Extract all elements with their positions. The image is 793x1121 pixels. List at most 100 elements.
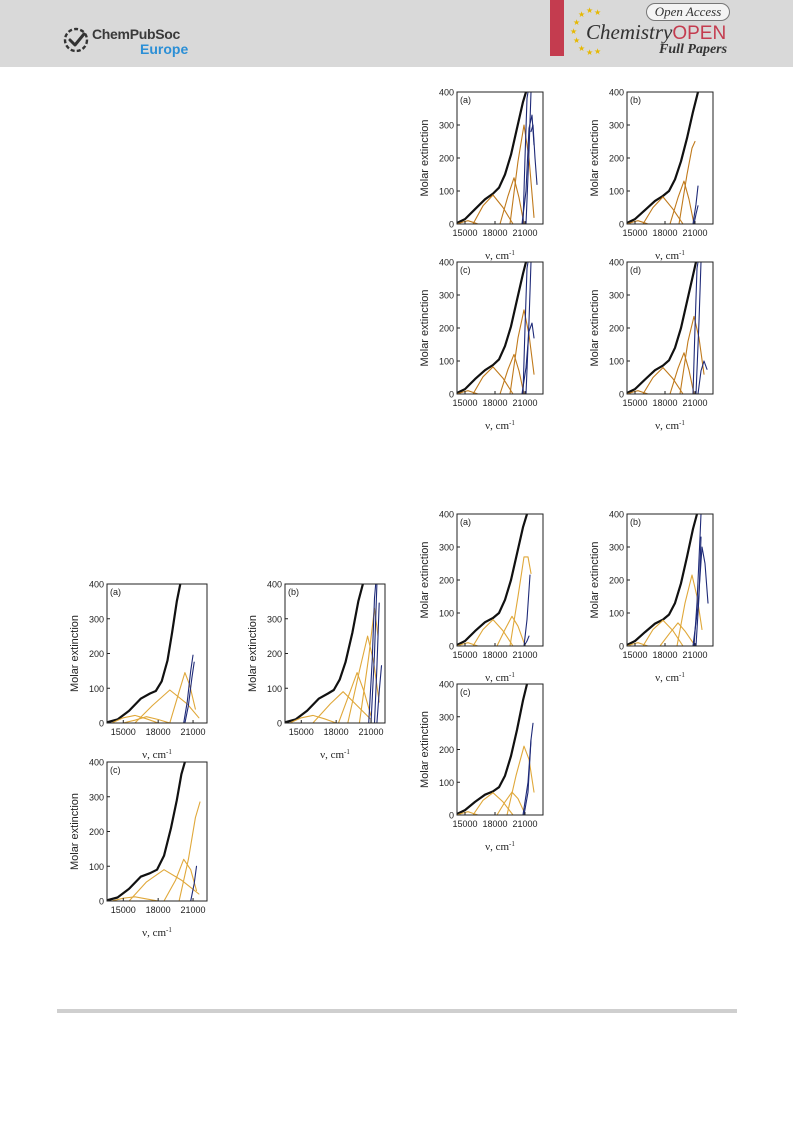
svg-text:★: ★ — [573, 18, 580, 27]
panel-label: (d) — [630, 265, 641, 275]
series-line-6 — [692, 262, 699, 394]
series-line-1 — [111, 714, 159, 723]
x-axis-label: ν, cm-1 — [655, 249, 685, 262]
panel-label: (c) — [110, 765, 121, 775]
series-line-1 — [627, 390, 649, 394]
series-group — [627, 514, 709, 646]
y-tick-label: 200 — [439, 745, 454, 755]
svg-text:★: ★ — [594, 47, 601, 56]
x-axis-label-exponent: -1 — [344, 748, 350, 756]
x-tick-label: 18000 — [652, 398, 677, 408]
panel-label: (b) — [630, 517, 641, 527]
series-line-1 — [457, 642, 479, 646]
y-tick-label: 400 — [609, 88, 624, 98]
y-axis-label: Molar extinction — [419, 711, 431, 788]
series-line-2 — [472, 792, 514, 815]
series-line-7 — [695, 536, 702, 646]
y-tick-label: 100 — [439, 357, 454, 367]
x-axis-label: ν, cm-1 — [655, 419, 685, 432]
y-tick-label: 200 — [439, 576, 454, 586]
x-axis-label: ν, cm-1 — [485, 249, 515, 262]
series-line-5 — [697, 360, 708, 394]
x-axis-label-exponent: -1 — [679, 249, 685, 257]
y-tick-label: 0 — [99, 719, 104, 729]
y-tick-label: 300 — [89, 792, 104, 802]
series-line-0 — [627, 92, 700, 224]
series-group — [107, 762, 201, 901]
y-tick-label: 300 — [439, 121, 454, 131]
series-line-1 — [289, 714, 337, 723]
y-tick-label: 100 — [89, 862, 104, 872]
y-tick-label: 100 — [609, 609, 624, 619]
y-tick-label: 200 — [89, 827, 104, 837]
publisher-region: Europe — [140, 41, 189, 57]
panel-label: (a) — [110, 587, 121, 597]
panel-label: (c) — [460, 687, 471, 697]
chart-panel-top-right-d: 0 100 200 300 400 15000 18000 21000 (d) Molar ext… — [589, 258, 714, 432]
y-tick-label: 100 — [89, 684, 104, 694]
x-tick-label: 18000 — [652, 228, 677, 238]
x-tick-label: 15000 — [452, 398, 477, 408]
journal-logo: ★ ★ ★ ★ ★ ★ ★ ★ ★ Open Access ChemistryO… — [550, 0, 730, 60]
x-tick-label: 21000 — [682, 650, 707, 660]
x-tick-label: 15000 — [111, 905, 136, 915]
y-tick-label: 400 — [89, 580, 104, 590]
chart-panel-top-right-c: 0 100 200 300 400 15000 18000 21000 (c) Molar ext… — [419, 258, 544, 432]
y-tick-label: 100 — [609, 187, 624, 197]
x-tick-label: 18000 — [324, 727, 349, 737]
series-line-7 — [525, 92, 532, 224]
x-axis-label: ν, cm-1 — [485, 671, 515, 684]
y-tick-label: 200 — [609, 576, 624, 586]
series-line-2 — [472, 619, 514, 646]
y-axis-label: Molar extinction — [69, 615, 81, 692]
star-ring-icon: ★ ★ ★ ★ ★ ★ ★ ★ ★ — [570, 6, 601, 57]
series-line-4 — [178, 801, 201, 901]
series-line-0 — [457, 514, 529, 646]
y-tick-label: 0 — [619, 390, 624, 400]
svg-text:★: ★ — [594, 8, 601, 17]
series-line-0 — [285, 584, 364, 723]
x-axis-label: ν, cm-1 — [320, 748, 350, 761]
journal-section: Full Papers — [659, 42, 728, 57]
series-line-5 — [522, 722, 534, 815]
svg-text:★: ★ — [573, 36, 580, 45]
panel-label: (b) — [630, 95, 641, 105]
series-line-3 — [163, 858, 198, 901]
page-header: ChemPubSoc Europe ★ ★ ★ ★ ★ ★ ★ ★ ★ Open… — [0, 0, 793, 67]
series-line-4 — [509, 309, 535, 394]
y-tick-label: 200 — [609, 154, 624, 164]
series-line-3 — [499, 353, 525, 394]
x-axis-label: ν, cm-1 — [655, 671, 685, 684]
series-line-2 — [472, 366, 514, 394]
series-line-6 — [693, 514, 702, 646]
series-line-5 — [190, 865, 198, 901]
series-line-3 — [496, 615, 525, 646]
series-line-2 — [642, 619, 684, 646]
chart-panel-bottom-left-c: 0 100 200 300 400 15000 18000 21000 (c) Molar ext… — [69, 758, 208, 939]
x-tick-label: 15000 — [452, 228, 477, 238]
x-tick-label: 18000 — [146, 905, 171, 915]
series-line-0 — [457, 92, 528, 224]
series-line-4 — [679, 315, 705, 394]
y-tick-label: 400 — [89, 758, 104, 768]
x-tick-label: 15000 — [622, 228, 647, 238]
publisher-logo: ChemPubSoc Europe — [62, 24, 192, 58]
x-tick-label: 21000 — [512, 228, 537, 238]
x-tick-label: 21000 — [682, 228, 707, 238]
x-tick-label: 15000 — [622, 650, 647, 660]
series-line-5 — [183, 654, 194, 723]
y-axis-label: Molar extinction — [419, 541, 431, 618]
series-line-0 — [107, 584, 182, 723]
x-tick-label: 21000 — [512, 819, 537, 829]
series-line-6 — [523, 739, 532, 815]
x-axis-label-exponent: -1 — [166, 748, 172, 756]
series-line-1 — [457, 811, 479, 815]
y-axis-label: Molar extinction — [419, 119, 431, 196]
series-group — [107, 584, 200, 723]
y-tick-label: 200 — [439, 154, 454, 164]
y-tick-label: 400 — [439, 680, 454, 690]
series-line-1 — [111, 896, 159, 901]
x-axis-label-exponent: -1 — [679, 671, 685, 679]
series-group — [285, 584, 383, 723]
chart-panel-bottom-right-b: 0 100 200 300 400 15000 18000 21000 (b) Molar ext… — [589, 510, 714, 684]
